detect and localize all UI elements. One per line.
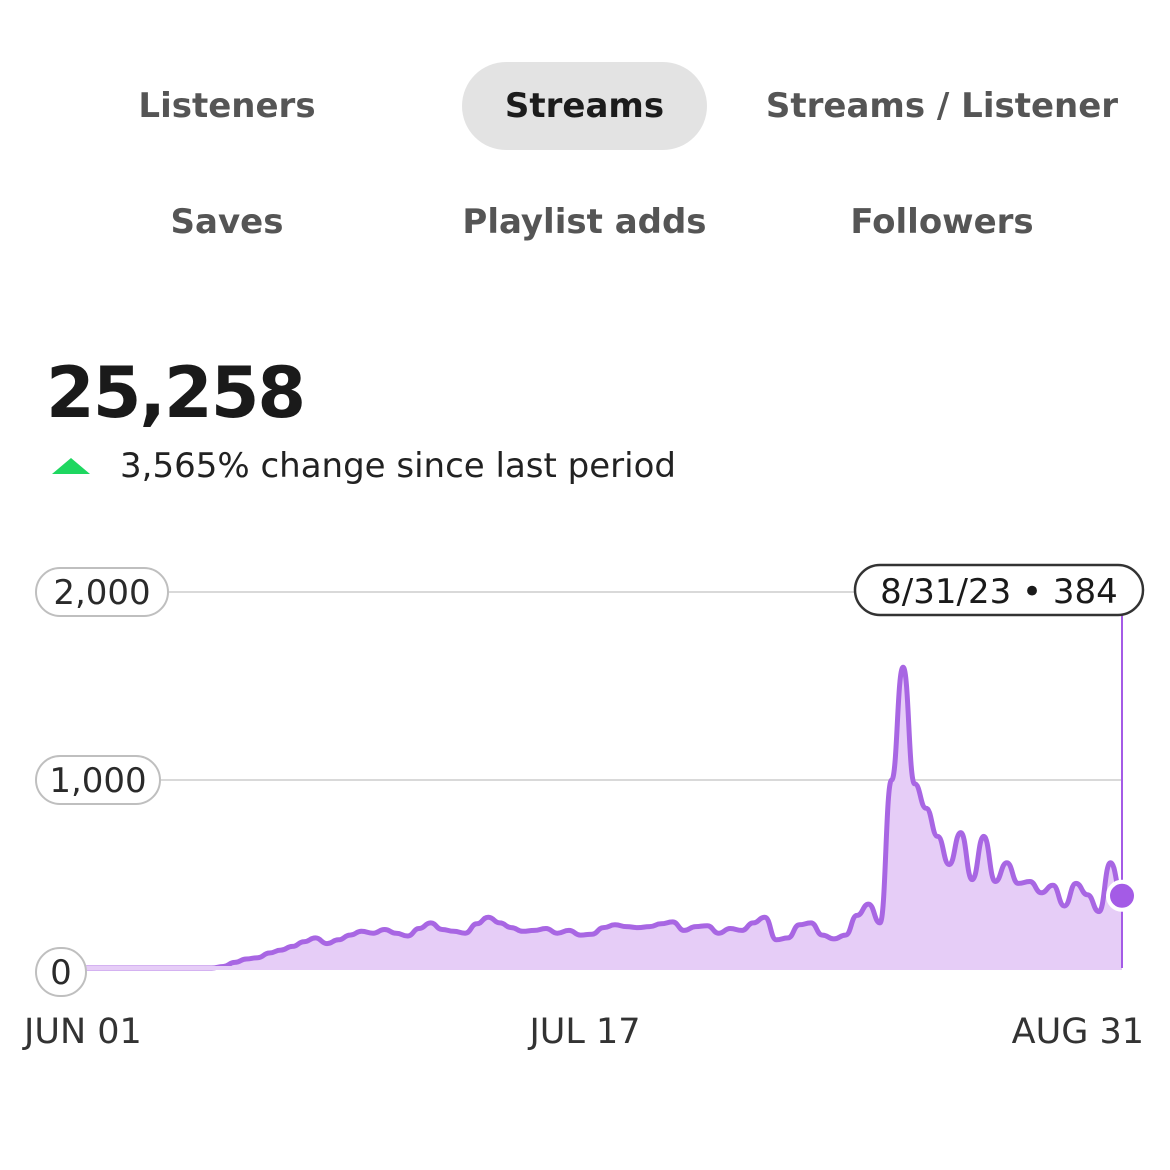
tab-streams-per-listener[interactable]: Streams / Listener [765, 86, 1119, 126]
y-axis-labels: 2,000 1,000 0 [35, 567, 169, 997]
x-tick-label-jun-01: JUN 01 [22, 1012, 142, 1052]
highlight-point[interactable] [1106, 879, 1138, 912]
tab-streams[interactable]: Streams [462, 62, 707, 150]
tab-followers[interactable]: Followers [850, 202, 1034, 242]
y-tick-1000: 1,000 [35, 755, 161, 805]
up-arrow-icon [52, 458, 90, 474]
tab-playlist-adds[interactable]: Playlist adds [462, 202, 707, 242]
tooltip-text: 8/31/23 • 384 [880, 572, 1118, 612]
y-tick-label-1000: 1,000 [49, 761, 146, 801]
tab-listeners[interactable]: Listeners [138, 86, 316, 126]
x-axis-labels: JUN 01 JUL 17 AUG 31 [22, 1012, 1144, 1052]
y-tick-label-2000: 2,000 [53, 573, 150, 613]
change-text: 3,565% change since last period [120, 446, 676, 486]
streams-chart: 8/31/23 • 384 2,000 1,000 0 JUN 01 JUL 1… [22, 563, 1145, 1052]
y-tick-2000: 2,000 [35, 567, 169, 617]
x-tick-label-aug-31: AUG 31 [1012, 1012, 1144, 1052]
x-tick-label-jul-17: JUL 17 [527, 1012, 640, 1052]
y-tick-label-0: 0 [50, 953, 72, 993]
tooltip: 8/31/23 • 384 [853, 563, 1145, 617]
total-streams-value: 25,258 [46, 352, 306, 434]
y-tick-0: 0 [35, 947, 87, 997]
streams-line [82, 664, 1125, 971]
change-indicator: 3,565% change since last period [52, 446, 676, 486]
streams-area-fill [85, 667, 1122, 968]
tab-saves[interactable]: Saves [170, 202, 284, 242]
